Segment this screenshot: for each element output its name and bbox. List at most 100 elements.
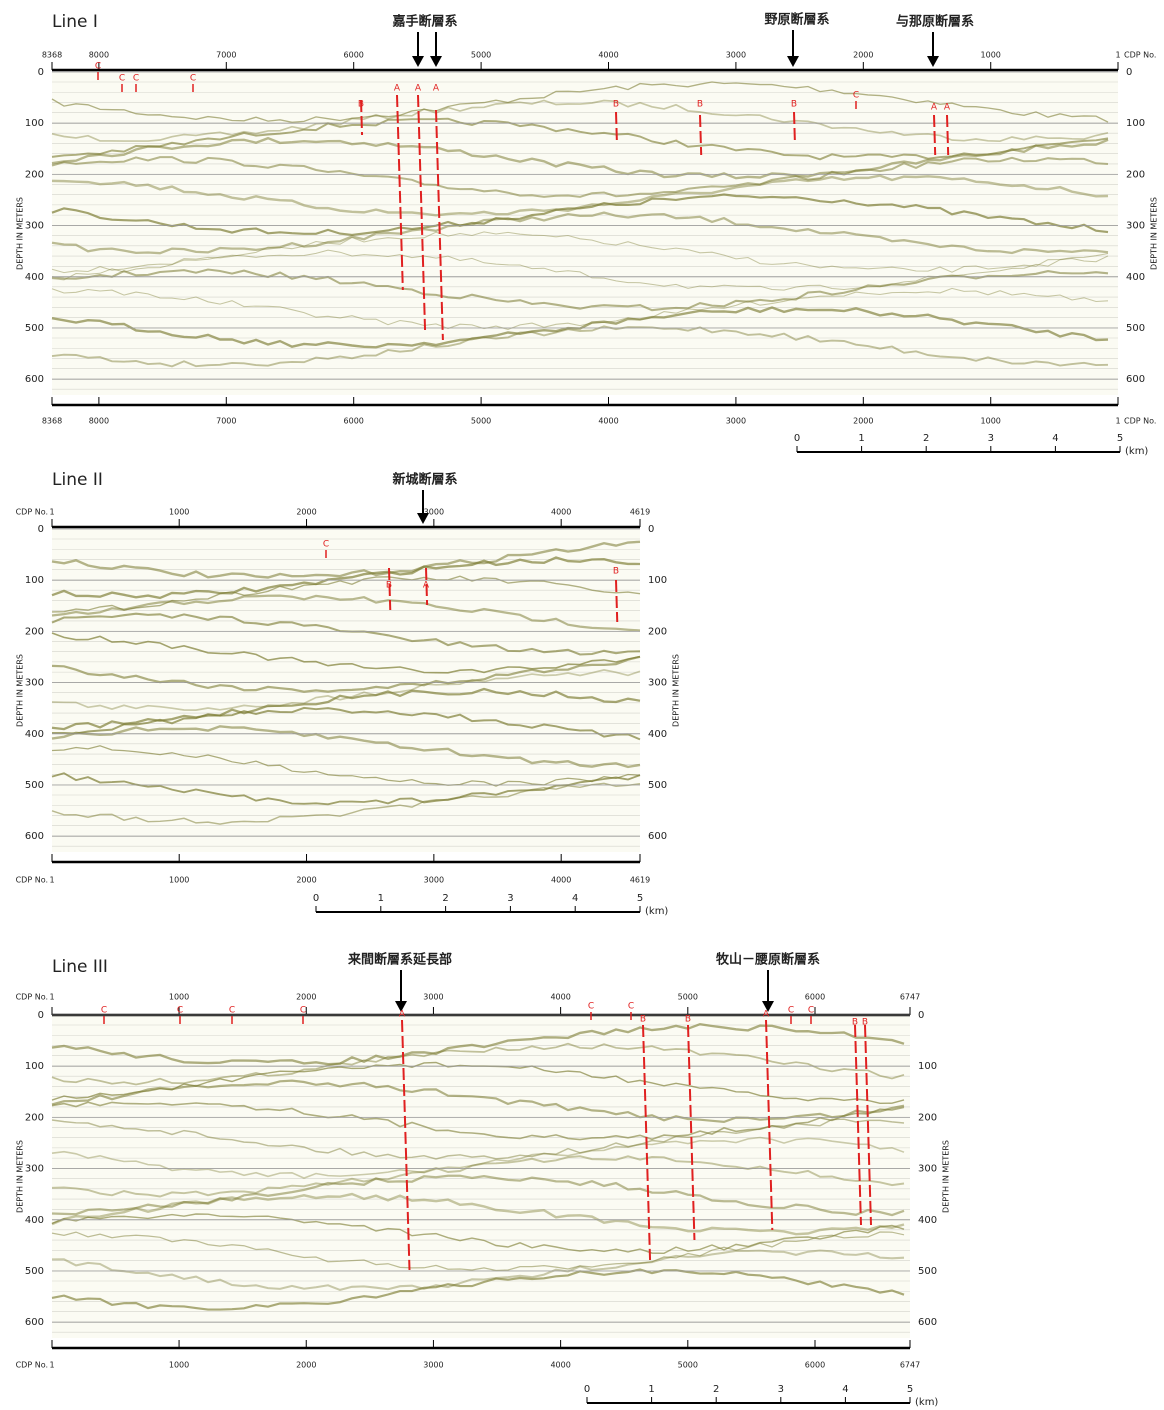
- depth-tick-label: 400: [918, 1215, 937, 1226]
- reflector: [51, 1192, 905, 1236]
- fault-line: [687, 1024, 696, 1241]
- depth-tick-label: 400: [25, 729, 44, 740]
- cdp-tick-label: 4000: [551, 876, 571, 885]
- depth-tick-label: 100: [25, 1061, 44, 1072]
- depth-tick-label: 0: [38, 67, 44, 78]
- depth-tick-label: 600: [25, 374, 44, 385]
- cdp-tick-label: 8000: [89, 417, 109, 426]
- depth-tick-label: 0: [38, 524, 44, 535]
- reflector: [51, 687, 641, 731]
- fault-mark: A: [415, 84, 422, 94]
- depth-tick-label: 400: [25, 272, 44, 283]
- scale-tick-label: 4: [572, 893, 578, 904]
- scale-tick-label: 0: [794, 433, 800, 444]
- fault-mark: B: [852, 1018, 858, 1028]
- fault-line: [360, 99, 364, 136]
- fault-mark: C: [588, 1002, 594, 1012]
- arrow-head: [417, 513, 429, 524]
- cdp-tick-label: 4000: [598, 417, 618, 426]
- reflector: [51, 99, 1109, 143]
- depth-axis-label: DEPTH IN METERS: [16, 654, 25, 727]
- cdp-label: CDP No.: [16, 1361, 48, 1370]
- reflector: [51, 117, 1109, 161]
- reflector: [51, 306, 1109, 349]
- fault-mark: C: [190, 74, 196, 84]
- reflector: [51, 772, 641, 806]
- cdp-tick-label: 6000: [805, 993, 825, 1002]
- cdp-tick-label: 1000: [169, 508, 189, 517]
- cdp-tick-label: 3000: [726, 51, 746, 60]
- depth-tick-label: 0: [918, 1010, 924, 1021]
- depth-tick-label: 0: [648, 524, 654, 535]
- fault-mark: C: [788, 1006, 794, 1016]
- reflector: [51, 1118, 905, 1160]
- scale-tick-label: 0: [584, 1384, 590, 1395]
- depth-tick-label: 400: [1126, 272, 1145, 283]
- depth-tick-label: 200: [1126, 169, 1145, 180]
- cdp-tick-label: 1000: [981, 417, 1001, 426]
- fault-system-label: 野原断層系: [764, 12, 829, 28]
- panel-title: Line I: [52, 12, 98, 32]
- depth-tick-label: 200: [25, 626, 44, 637]
- fault-mark: B: [613, 567, 619, 577]
- fault-line: [388, 567, 392, 611]
- depth-tick-label: 500: [25, 780, 44, 791]
- fault-mark: A: [931, 103, 938, 113]
- reflector: [51, 1249, 905, 1291]
- cdp-tick-label: 1: [1115, 51, 1120, 60]
- fault-mark: A: [394, 84, 401, 94]
- arrow-head: [395, 1001, 407, 1012]
- cdp-tick-label: 3000: [424, 508, 444, 517]
- reflector: [52, 706, 641, 741]
- fault-mark: C: [101, 1006, 107, 1016]
- cdp-tick-label: 1: [49, 876, 54, 885]
- cdp-tick-label: 1: [49, 993, 54, 1002]
- scale-tick-label: 2: [442, 893, 448, 904]
- reflector: [51, 231, 1109, 274]
- scale-tick-label: 5: [907, 1384, 913, 1395]
- fault-mark: C: [95, 62, 101, 72]
- reflector: [51, 1174, 905, 1217]
- fault-system-label: 嘉手断層系: [391, 14, 457, 30]
- cdp-label: CDP No.: [16, 876, 48, 885]
- fault-mark: C: [808, 1006, 814, 1016]
- fault-mark: C: [229, 1006, 235, 1016]
- cdp-tick-label: 3000: [424, 876, 444, 885]
- depth-tick-label: 200: [918, 1112, 937, 1123]
- depth-tick-label: 300: [1126, 221, 1145, 232]
- reflector: [51, 193, 1109, 236]
- scale-tick-label: 1: [858, 433, 864, 444]
- fault-mark: B: [640, 1015, 646, 1025]
- fault-system-label: 来間断層系延長部: [347, 952, 452, 968]
- scale-tick-label: 4: [1052, 433, 1058, 444]
- cdp-tick-label: 8368: [42, 51, 62, 60]
- cdp-tick-label: 4000: [550, 993, 570, 1002]
- reflector: [51, 1136, 905, 1179]
- depth-tick-label: 200: [25, 1112, 44, 1123]
- depth-tick-label: 100: [25, 118, 44, 129]
- depth-tick-label: 100: [25, 575, 44, 586]
- depth-tick-label: 400: [648, 729, 667, 740]
- reflector: [51, 325, 1109, 368]
- cdp-tick-label: 7000: [216, 51, 236, 60]
- reflector: [51, 632, 641, 674]
- fault-line: [615, 579, 619, 623]
- reflector: [51, 540, 641, 579]
- scale-tick-label: 1: [648, 1384, 654, 1395]
- reflector: [51, 655, 641, 693]
- seismic-panel: Line II111000100020002000300030004000400…: [16, 470, 681, 917]
- cdp-tick-label: 4619: [630, 508, 650, 517]
- cdp-tick-label: 5000: [678, 1361, 698, 1370]
- fault-line: [854, 1024, 862, 1226]
- scale-tick-label: 2: [713, 1384, 719, 1395]
- arrow-head: [927, 56, 939, 67]
- cdp-tick-label: 1000: [169, 993, 189, 1002]
- depth-tick-label: 600: [1126, 374, 1145, 385]
- cdp-label: CDP No.: [1124, 51, 1156, 60]
- reflector: [51, 1213, 905, 1255]
- cdp-tick-label: 4000: [598, 51, 618, 60]
- panel-title: Line II: [52, 470, 103, 490]
- scale-tick-label: 5: [1117, 433, 1123, 444]
- reflector: [51, 575, 641, 613]
